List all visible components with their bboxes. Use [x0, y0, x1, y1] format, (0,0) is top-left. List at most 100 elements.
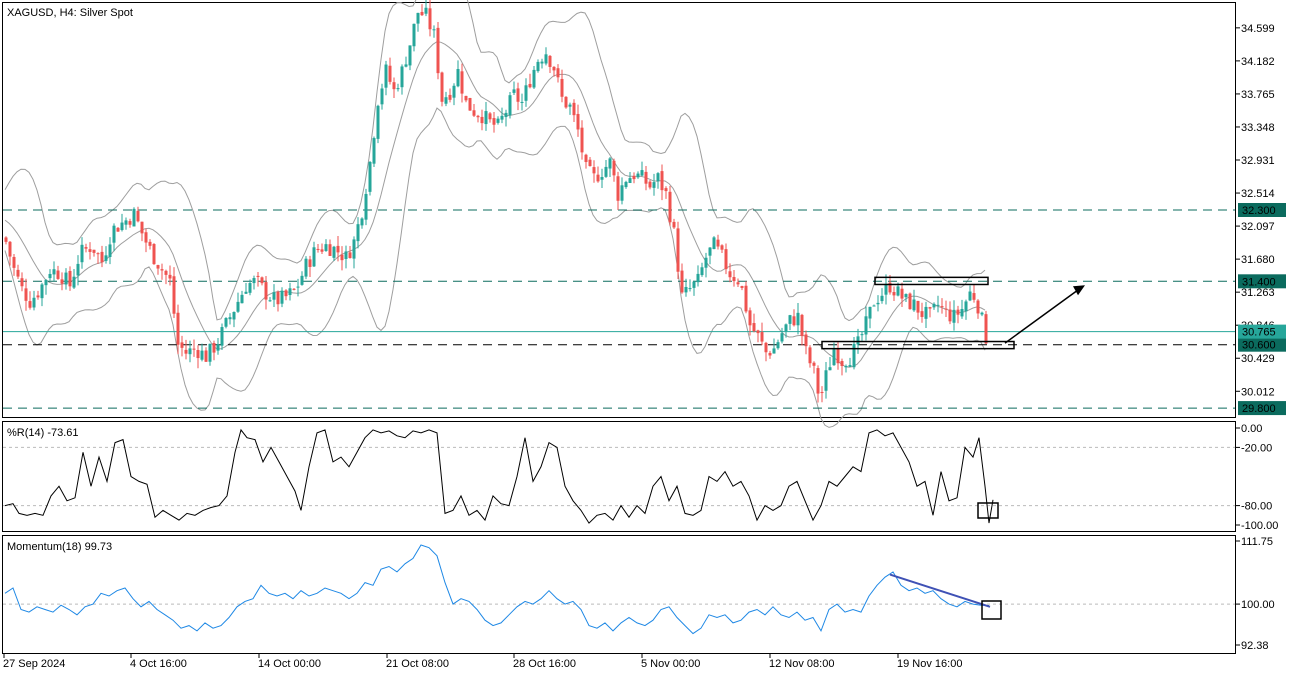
- candle-body: [164, 270, 168, 275]
- candle-body: [916, 300, 920, 313]
- candle-body: [160, 269, 164, 271]
- candle-body: [828, 367, 832, 371]
- price-level-label: 30.600: [1242, 340, 1276, 352]
- candle-body: [376, 105, 380, 139]
- candle-body: [628, 178, 632, 184]
- candle-body: [836, 348, 840, 364]
- candle-body: [696, 273, 700, 283]
- price-tick-label: 30.429: [1241, 353, 1275, 365]
- price-tick-label: 31.263: [1241, 287, 1275, 299]
- candle-body: [28, 301, 32, 308]
- candle-body: [304, 258, 308, 277]
- time-tick-label: 28 Oct 16:00: [513, 658, 576, 670]
- candle-body: [36, 295, 40, 298]
- candle-body: [88, 249, 92, 252]
- candle-body: [292, 288, 296, 290]
- candle-body: [108, 244, 112, 258]
- candle-body: [948, 309, 952, 322]
- candle-body: [924, 306, 928, 319]
- candle-body: [408, 45, 412, 66]
- candle-body: [12, 256, 16, 268]
- candle-body: [220, 327, 224, 346]
- candle-body: [272, 292, 276, 300]
- candle-body: [348, 252, 352, 258]
- candle-body: [576, 113, 580, 130]
- candle-body: [512, 89, 516, 93]
- candle-body: [336, 245, 340, 253]
- candle-body: [776, 342, 780, 349]
- candle-body: [920, 311, 924, 317]
- candle-body: [788, 315, 792, 324]
- candle-body: [124, 220, 128, 225]
- candle-body: [940, 306, 944, 308]
- candle-body: [156, 265, 160, 269]
- candle-body: [692, 281, 696, 288]
- candle-body: [508, 95, 512, 116]
- candle-body: [92, 249, 96, 253]
- candle-body: [552, 66, 556, 71]
- candle-body: [680, 270, 684, 293]
- support-box: [821, 340, 1015, 350]
- candle-body: [964, 301, 968, 312]
- candle-body: [824, 370, 828, 391]
- candle-body: [140, 221, 144, 234]
- candle-body: [936, 304, 940, 306]
- candle-body: [24, 288, 28, 301]
- candle-body: [60, 279, 64, 284]
- candle-body: [624, 181, 628, 188]
- candle-body: [728, 271, 732, 278]
- candle-body: [356, 224, 360, 242]
- candle-body: [436, 27, 440, 74]
- candle-body: [16, 269, 20, 277]
- candle-body: [876, 302, 880, 305]
- candle-body: [848, 365, 852, 367]
- candle-body: [752, 323, 756, 332]
- momentum-line: [4, 544, 990, 635]
- candle-body: [84, 247, 88, 249]
- candle-body: [956, 309, 960, 315]
- bollinger-upper: [4, 0, 986, 322]
- candle-body: [892, 292, 896, 296]
- candle-body: [520, 101, 524, 103]
- candle-body: [32, 297, 36, 308]
- candle-body: [104, 255, 108, 261]
- bollinger-lower: [4, 107, 986, 428]
- price-level-tag: [1238, 401, 1286, 416]
- candle-body: [672, 221, 676, 228]
- candle-body: [72, 276, 76, 288]
- candle-body: [328, 244, 332, 256]
- candle-body: [704, 257, 708, 268]
- momentum-tick-label: 111.75: [1241, 536, 1273, 548]
- candle-body: [652, 182, 656, 188]
- candle-body: [888, 282, 892, 293]
- price-tick-label: 32.097: [1241, 221, 1275, 233]
- time-tick-label: 14 Oct 00:00: [258, 658, 321, 670]
- momentum-panel: 111.75 100.00 92.38: [3, 536, 1275, 652]
- candle-body: [944, 308, 948, 310]
- candle-body: [384, 64, 388, 88]
- candle-body: [796, 312, 800, 326]
- price-tick-label: 30.012: [1241, 386, 1275, 398]
- candle-body: [764, 342, 768, 353]
- candle-body: [688, 288, 692, 290]
- candle-body: [760, 332, 764, 342]
- candle-body: [308, 259, 312, 267]
- candle-body: [564, 96, 568, 108]
- momentum-tick-label: 92.38: [1241, 640, 1269, 652]
- candle-body: [720, 245, 724, 250]
- candle-body: [904, 294, 908, 298]
- current-price-label: 30.765: [1242, 327, 1276, 339]
- candle-body: [492, 118, 496, 125]
- candle-body: [548, 55, 552, 67]
- candle-body: [980, 312, 984, 315]
- candle-body: [232, 311, 236, 320]
- time-axis: 27 Sep 2024 4 Oct 16:00 14 Oct 00:00 21 Oct…: [3, 653, 962, 670]
- candle-body: [420, 11, 424, 16]
- chart-title: XAGUSD, H4: Silver Spot: [7, 7, 133, 19]
- candle-body: [928, 307, 932, 309]
- candle-body: [472, 110, 476, 116]
- candle-body: [268, 300, 272, 302]
- price-level-label: 29.800: [1242, 403, 1276, 415]
- time-tick-label: 4 Oct 16:00: [130, 658, 187, 670]
